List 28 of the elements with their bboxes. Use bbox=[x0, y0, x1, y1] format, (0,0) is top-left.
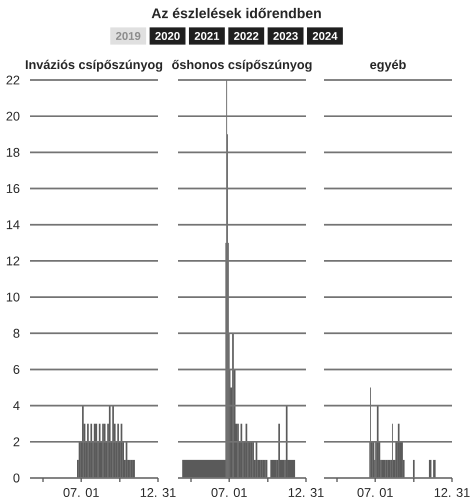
y-tick-label: 0 bbox=[13, 474, 20, 482]
chart-subtitle: Inváziós csípőszúnyog bbox=[26, 60, 162, 72]
x-tick-label: 12. 31 bbox=[140, 488, 176, 498]
y-tick-label: 18 bbox=[6, 148, 20, 157]
y-tick-label: 22 bbox=[6, 76, 20, 84]
y-tick-label: 16 bbox=[6, 184, 20, 194]
y-tick-label: 12 bbox=[6, 256, 20, 266]
y-tick-label: 6 bbox=[14, 364, 20, 374]
chart-title: Az észlelések időrendben bbox=[152, 8, 321, 18]
y-tick-label: 8 bbox=[13, 328, 20, 338]
text: 2022 bbox=[234, 32, 258, 40]
text: 2020 bbox=[155, 32, 180, 40]
chart-subtitle: egyéb bbox=[370, 60, 406, 72]
x-tick-label: 12. 31 bbox=[434, 488, 470, 498]
text: 2021 bbox=[194, 32, 220, 40]
x-tick-label: 07. 01 bbox=[358, 488, 393, 498]
text: 2019 bbox=[116, 32, 140, 40]
chart-subtitle: őshonos csípőszúnyog bbox=[172, 60, 312, 72]
y-tick-label: 10 bbox=[6, 292, 20, 302]
y-tick-label: 14 bbox=[6, 220, 20, 230]
x-tick-label: 07. 01 bbox=[212, 488, 247, 498]
y-tick-label: 4 bbox=[13, 401, 20, 410]
y-tick-label: 20 bbox=[6, 112, 20, 121]
text: 2023 bbox=[273, 32, 298, 40]
text: 2024 bbox=[312, 32, 338, 40]
x-tick-label: 12. 31 bbox=[288, 488, 324, 498]
y-tick-label: 2 bbox=[14, 437, 20, 446]
x-tick-label: 07. 01 bbox=[64, 488, 99, 498]
